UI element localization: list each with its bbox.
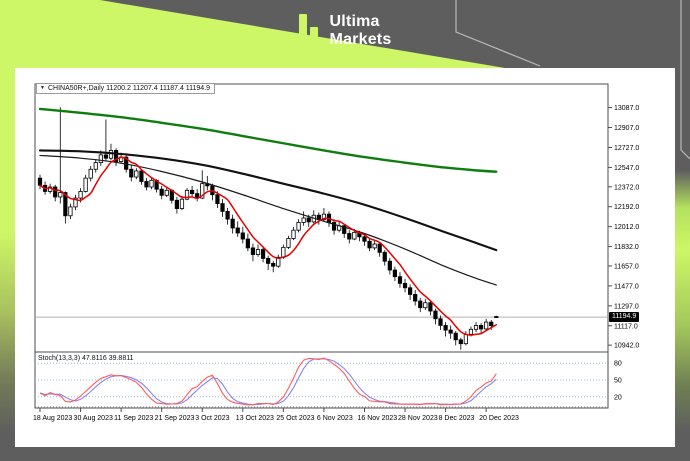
svg-text:30 Aug 2023: 30 Aug 2023 — [74, 415, 113, 422]
ma-short-red — [39, 156, 498, 336]
svg-text:13087.0: 13087.0 — [614, 105, 639, 112]
symbol-ohlc-text: CHINA50R+,Daily 11200.2 11207.4 11187.4 … — [47, 85, 211, 92]
svg-text:50: 50 — [614, 378, 622, 385]
main-plot-frame — [34, 83, 609, 353]
ultima-logo-icon — [298, 14, 319, 52]
svg-text:16 Nov 2023: 16 Nov 2023 — [357, 415, 397, 422]
stoch-k-line — [39, 357, 497, 406]
svg-text:12012.0: 12012.0 — [614, 224, 639, 231]
svg-text:12727.0: 12727.0 — [614, 145, 639, 152]
svg-text:11832.0: 11832.0 — [614, 244, 639, 251]
svg-text:20: 20 — [614, 394, 622, 401]
svg-text:28 Nov 2023: 28 Nov 2023 — [398, 415, 438, 422]
svg-text:13 Oct 2023: 13 Oct 2023 — [236, 415, 274, 422]
logo-text: Ultima Markets — [330, 13, 392, 49]
svg-text:18 Aug 2023: 18 Aug 2023 — [33, 415, 72, 422]
logo-line-1: Ultima — [329, 13, 380, 30]
symbol-info-box[interactable]: ▼ CHINA50R+,Daily 11200.2 11207.4 11187.… — [36, 83, 216, 94]
svg-text:11117.0: 11117.0 — [614, 323, 638, 330]
svg-text:12372.0: 12372.0 — [614, 184, 639, 191]
decorative-gradient-right — [674, 68, 690, 447]
footer-bar — [0, 447, 690, 461]
svg-text:25 Oct 2023: 25 Oct 2023 — [276, 415, 314, 422]
header: Ultima Markets — [0, 0, 690, 160]
svg-text:11 Sep 2023: 11 Sep 2023 — [114, 415, 153, 422]
ultima-markets-logo: Ultima Markets — [0, 13, 690, 52]
decorative-gradient-left — [0, 0, 16, 447]
svg-text:12907.0: 12907.0 — [614, 125, 639, 132]
svg-text:3 Oct 2023: 3 Oct 2023 — [195, 415, 229, 422]
chart-panel: 13087.0 12907.0 12727.0 12547.0 12372.0 12192… — [15, 68, 675, 447]
ma-fast-black — [39, 154, 497, 286]
svg-text:8 Dec 2023: 8 Dec 2023 — [439, 415, 475, 422]
logo-line-2: Markets — [329, 30, 392, 48]
svg-text:12192.0: 12192.0 — [614, 204, 639, 211]
dropdown-arrow-icon[interactable]: ▼ — [40, 85, 45, 91]
svg-text:21 Sep 2023: 21 Sep 2023 — [155, 415, 195, 422]
candlestick-series — [37, 107, 499, 350]
svg-text:6 Nov 2023: 6 Nov 2023 — [317, 415, 353, 422]
ma-long-green — [38, 107, 498, 173]
y-axis: 13087.0 12907.0 12727.0 12547.0 12372.0 12192… — [608, 105, 639, 350]
stochastic-levels: 80 50 20 — [35, 361, 622, 408]
svg-text:10942.0: 10942.0 — [614, 343, 639, 350]
svg-text:12547.0: 12547.0 — [614, 165, 639, 172]
ma-slow-black — [38, 149, 498, 252]
stoch-d-line — [39, 358, 497, 406]
svg-text:11657.0: 11657.0 — [614, 263, 639, 270]
price-chart-svg[interactable]: 13087.0 12907.0 12727.0 12547.0 12372.0 12192… — [15, 68, 675, 447]
svg-text:20 Dec 2023: 20 Dec 2023 — [479, 415, 519, 422]
stochastic-label: Stoch(13,3,3) 47.8116 39.8811 — [38, 355, 134, 362]
svg-text:11477.0: 11477.0 — [614, 283, 639, 290]
current-price-tag: 11194.9 — [609, 312, 640, 322]
svg-text:11297.0: 11297.0 — [614, 303, 639, 310]
svg-text:80: 80 — [614, 361, 622, 368]
x-axis: 18 Aug 2023 30 Aug 2023 11 Sep 2023 21 Sep … — [33, 408, 519, 422]
stochastic-series — [39, 357, 497, 406]
